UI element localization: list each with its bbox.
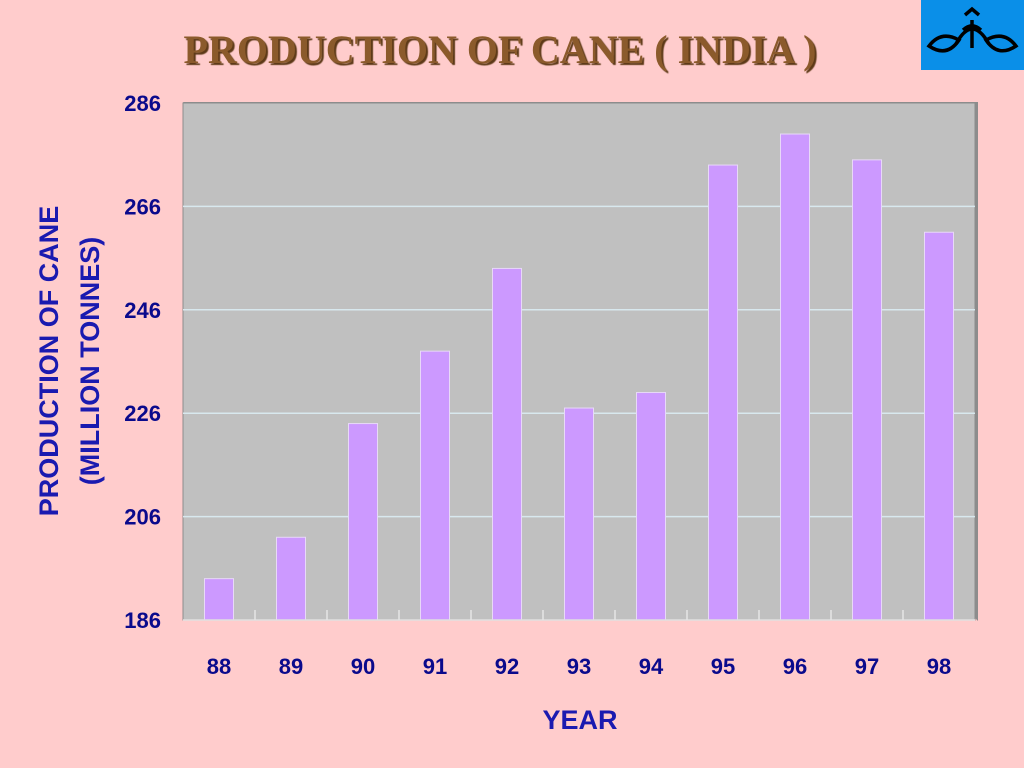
leaf-emblem-icon [926,6,1019,53]
x-tick-label: 91 [423,654,447,679]
y-tick-label: 186 [124,608,161,633]
x-tick-label: 90 [351,654,375,679]
y-tick-label: 246 [124,298,161,323]
x-axis-title: YEAR [542,705,617,735]
x-tick-label: 95 [711,654,735,679]
x-tick-label: 88 [207,654,231,679]
y-tick-labels: 186 206 226 246 266 286 [124,91,161,633]
logo [921,0,1024,70]
y-axis-title-line-2: (MILLION TONNES) [75,237,105,485]
bars [204,133,954,621]
y-axis-title: PRODUCTION OF CANE (MILLION TONNES) [34,206,105,517]
bar [852,159,882,621]
bar [420,350,450,621]
chart-title: PRODUCTION OF CANE ( INDIA ) [183,27,817,72]
bar [564,407,594,621]
x-tick-label: 93 [567,654,591,679]
bar [708,164,738,621]
bar [276,536,306,621]
x-tick-marks [254,610,904,620]
bar [348,423,378,621]
y-tick-label: 226 [124,401,161,426]
y-axis-title-line-1: PRODUCTION OF CANE [34,206,64,517]
x-tick-label: 92 [495,654,519,679]
x-tick-label: 96 [783,654,807,679]
x-tick-labels: 88 89 90 91 92 93 94 95 96 97 98 [207,654,951,679]
x-tick-label: 98 [927,654,951,679]
x-tick-label: 94 [639,654,664,679]
y-tick-label: 266 [124,194,161,219]
bar [636,392,666,621]
y-tick-label: 286 [124,91,161,116]
bar [924,231,954,621]
x-tick-label: 97 [855,654,879,679]
y-tick-label: 206 [124,505,161,530]
bar [204,578,234,621]
x-tick-label: 89 [279,654,303,679]
bar [780,133,810,621]
bar [492,267,522,621]
